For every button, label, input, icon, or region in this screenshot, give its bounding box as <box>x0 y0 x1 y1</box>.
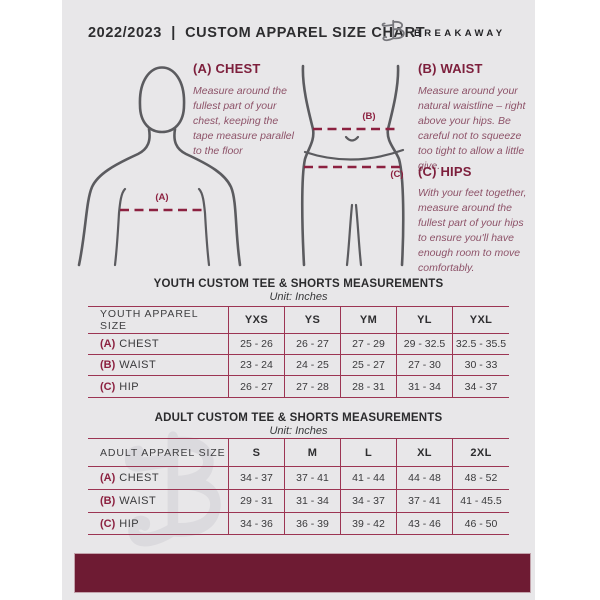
adult-row-label: (C) HIP <box>88 512 228 535</box>
adult-table-title: ADULT CUSTOM TEE & SHORTS MEASUREMENTS <box>154 412 443 424</box>
size-value-cell: 36 - 39 <box>284 512 340 535</box>
waist-heading: (B) WAIST <box>418 61 483 76</box>
row-name: CHEST <box>119 338 160 350</box>
row-letter: (C) <box>100 380 116 393</box>
size-value-cell: 37 - 41 <box>396 489 452 512</box>
youth-col-header: YM <box>340 306 396 333</box>
row-letter: (A) <box>100 472 116 484</box>
waist-description: Measure around your natural waistline – … <box>418 85 526 172</box>
row-name: WAIST <box>119 495 157 507</box>
youth-table-unit-label: Unit: Inches <box>269 291 328 303</box>
youth-row-label: (B) WAIST <box>88 354 228 375</box>
adult-col-header: M <box>284 438 340 466</box>
size-value-cell: 25 - 26 <box>228 333 284 354</box>
size-value-cell: 43 - 46 <box>396 512 452 535</box>
row-letter: (B) <box>100 495 116 507</box>
size-value-cell: 39 - 42 <box>340 512 396 535</box>
size-value-cell: 44 - 48 <box>396 466 452 489</box>
size-value-cell: 34 - 37 <box>340 489 396 512</box>
chest-description: Measure around the fullest part of your … <box>193 85 294 157</box>
row-name: CHEST <box>119 472 160 484</box>
row-letter: (C) <box>100 517 116 530</box>
adult-row-label: (A) CHEST <box>88 466 228 489</box>
youth-table-title: YOUTH CUSTOM TEE & SHORTS MEASUREMENTS <box>153 278 444 290</box>
size-value-cell: 30 - 33 <box>452 354 509 375</box>
brand-name: BREAKAWAY <box>414 28 506 39</box>
row-letter: (A) <box>100 338 116 350</box>
adult-col-header: S <box>228 438 284 466</box>
size-value-cell: 23 - 24 <box>228 354 284 375</box>
adult-table-unit-label: Unit: Inches <box>269 425 328 437</box>
size-chart-document: 2022/2023 | CUSTOM APPAREL SIZE CHART BR… <box>62 0 535 600</box>
size-value-cell: 28 - 31 <box>340 375 396 398</box>
size-value-cell: 34 - 37 <box>228 466 284 489</box>
youth-size-table: YOUTH APPAREL SIZE YXS YS YM YL YXL (A) … <box>88 306 509 398</box>
measurement-figures-illustration <box>77 64 405 267</box>
chest-line-label: (A) <box>155 192 169 203</box>
size-value-cell: 41 - 45.5 <box>452 489 509 512</box>
adult-row-label: (B) WAIST <box>88 489 228 512</box>
row-name: HIP <box>119 517 140 530</box>
footer-bar <box>74 553 531 593</box>
adult-col-header: ADULT APPAREL SIZE <box>88 438 228 466</box>
adult-size-table: ADULT APPAREL SIZE S M L XL 2XL (A) CHES… <box>88 438 509 535</box>
size-value-cell: 32.5 - 35.5 <box>452 333 509 354</box>
lower-body-figure-illustration <box>300 64 405 267</box>
size-value-cell: 37 - 41 <box>284 466 340 489</box>
youth-col-header: YXS <box>228 306 284 333</box>
chest-figure-illustration <box>77 66 242 267</box>
size-value-cell: 25 - 27 <box>340 354 396 375</box>
youth-row-label: (A) CHEST <box>88 333 228 354</box>
adult-col-header: XL <box>396 438 452 466</box>
adult-col-header: 2XL <box>452 438 509 466</box>
size-value-cell: 34 - 37 <box>452 375 509 398</box>
youth-col-header: YOUTH APPAREL SIZE <box>88 306 228 333</box>
size-value-cell: 29 - 32.5 <box>396 333 452 354</box>
size-value-cell: 26 - 27 <box>228 375 284 398</box>
youth-row-label: (C) HIP <box>88 375 228 398</box>
waist-line-label: (B) <box>362 111 376 122</box>
size-value-cell: 34 - 36 <box>228 512 284 535</box>
size-value-cell: 27 - 30 <box>396 354 452 375</box>
size-value-cell: 27 - 29 <box>340 333 396 354</box>
adult-col-header: L <box>340 438 396 466</box>
row-name: HIP <box>119 380 140 393</box>
chest-heading: (A) CHEST <box>193 61 261 76</box>
size-value-cell: 31 - 34 <box>284 489 340 512</box>
hips-heading: (C) HIPS <box>418 164 472 179</box>
youth-col-header: YXL <box>452 306 509 333</box>
row-name: WAIST <box>119 359 157 371</box>
hips-line-label: (C) <box>390 169 404 180</box>
youth-col-header: YL <box>396 306 452 333</box>
size-value-cell: 24 - 25 <box>284 354 340 375</box>
size-value-cell: 26 - 27 <box>284 333 340 354</box>
size-value-cell: 48 - 52 <box>452 466 509 489</box>
size-value-cell: 27 - 28 <box>284 375 340 398</box>
size-value-cell: 31 - 34 <box>396 375 452 398</box>
breakaway-logo-icon <box>381 19 405 42</box>
size-value-cell: 41 - 44 <box>340 466 396 489</box>
row-letter: (B) <box>100 359 116 371</box>
page-title: 2022/2023 | CUSTOM APPAREL SIZE CHART <box>88 25 426 41</box>
youth-col-header: YS <box>284 306 340 333</box>
size-value-cell: 29 - 31 <box>228 489 284 512</box>
size-value-cell: 46 - 50 <box>452 512 509 535</box>
hips-description: With your feet together, measure around … <box>418 187 527 274</box>
